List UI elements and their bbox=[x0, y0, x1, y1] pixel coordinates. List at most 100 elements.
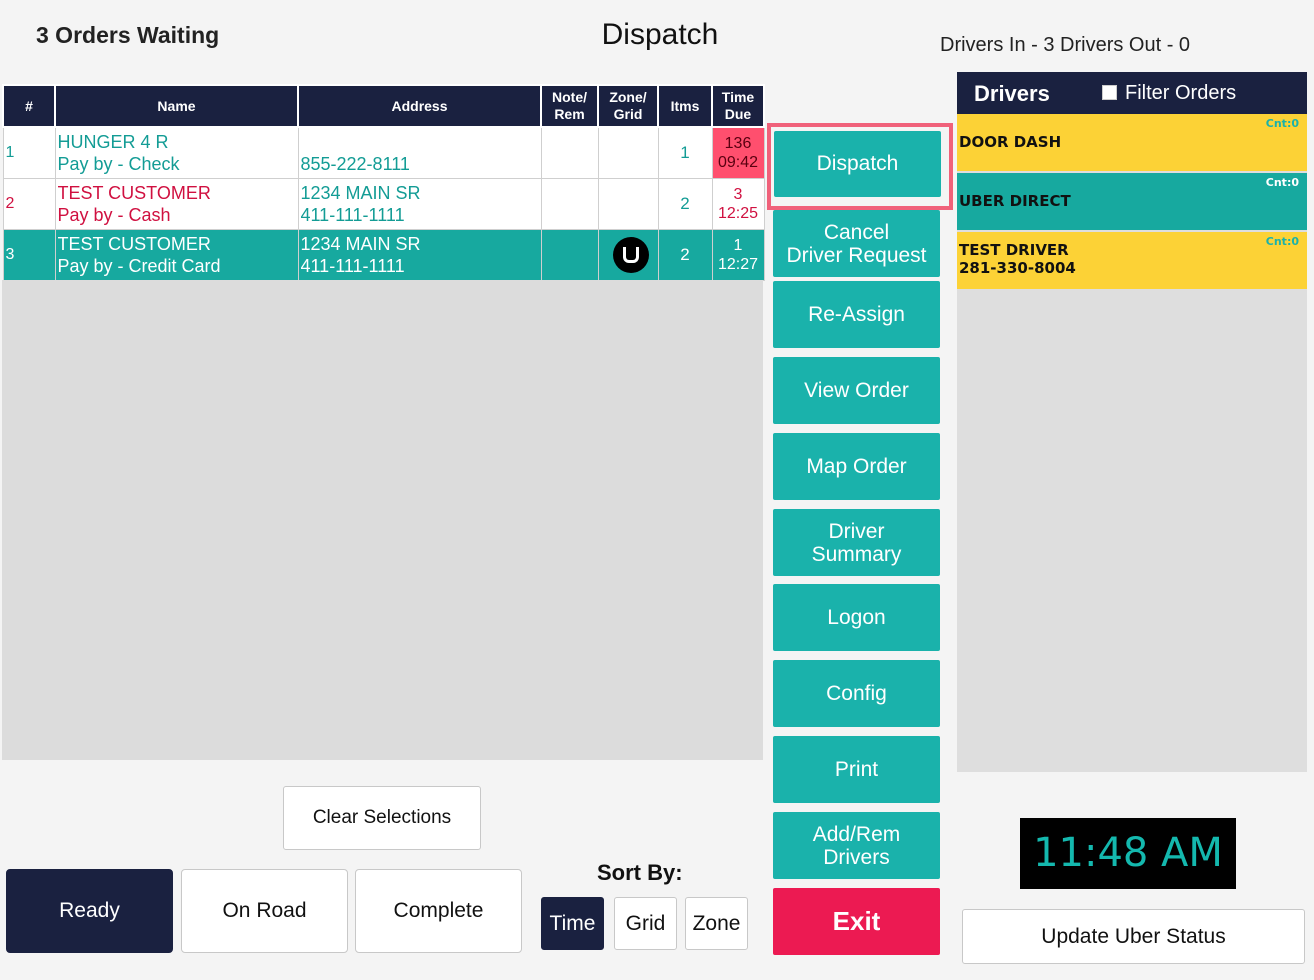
col-header-zone-l1: Zone/ bbox=[609, 89, 647, 105]
driver-name: DOOR DASH bbox=[959, 133, 1062, 151]
row-items: 2 bbox=[657, 177, 713, 230]
complete-button[interactable]: Complete bbox=[355, 869, 522, 953]
time-minutes: 3 bbox=[733, 185, 743, 203]
add-rem-drivers-button[interactable]: Add/Rem Drivers bbox=[773, 812, 940, 879]
driver-card-door-dash[interactable]: Cnt:0 DOOR DASH bbox=[957, 114, 1307, 171]
uber-icon bbox=[612, 236, 649, 273]
address: 1234 MAIN SR bbox=[300, 233, 421, 254]
driver-count: Cnt:0 bbox=[1265, 235, 1299, 248]
col-header-number[interactable]: # bbox=[2, 84, 56, 128]
sort-zone-button[interactable]: Zone bbox=[685, 897, 748, 950]
add-rem-l1: Add/Rem bbox=[812, 822, 901, 846]
col-header-time-l1: Time bbox=[721, 89, 755, 105]
row-zone bbox=[597, 126, 659, 179]
table-row[interactable]: 1 HUNGER 4 R Pay by - Check 855-222-8111 … bbox=[2, 126, 765, 179]
col-header-items[interactable]: Itms bbox=[657, 84, 713, 128]
driver-card-uber-direct[interactable]: Cnt:0 UBER DIRECT bbox=[957, 173, 1307, 230]
exit-button[interactable]: Exit bbox=[773, 888, 940, 955]
reassign-button[interactable]: Re-Assign bbox=[773, 281, 940, 348]
driver-name: TEST DRIVER bbox=[959, 241, 1069, 259]
cancel-label-l2: Driver Request bbox=[786, 243, 927, 267]
sort-by-label: Sort By: bbox=[597, 860, 683, 885]
phone: 411-111-1111 bbox=[300, 204, 405, 225]
driver-card-test-driver[interactable]: Cnt:0 TEST DRIVER 281-330-8004 bbox=[957, 232, 1307, 289]
customer-name: TEST CUSTOMER bbox=[57, 233, 211, 254]
dispatch-button-highlight: Dispatch bbox=[767, 123, 953, 210]
driver-phone: 281-330-8004 bbox=[959, 259, 1076, 277]
row-number: 3 bbox=[2, 228, 56, 281]
clear-selections-button[interactable]: Clear Selections bbox=[283, 786, 481, 850]
driver-name: UBER DIRECT bbox=[959, 192, 1071, 210]
row-time-due: 136 09:42 bbox=[711, 126, 765, 179]
row-zone bbox=[597, 228, 659, 281]
row-zone bbox=[597, 177, 659, 230]
row-note bbox=[540, 228, 599, 281]
col-header-note-l1: Note/ bbox=[552, 89, 587, 105]
time-minutes: 136 bbox=[724, 134, 752, 152]
add-rem-l2: Drivers bbox=[823, 845, 890, 869]
print-button[interactable]: Print bbox=[773, 736, 940, 803]
sort-time-button[interactable]: Time bbox=[541, 897, 604, 950]
config-button[interactable]: Config bbox=[773, 660, 940, 727]
table-row[interactable]: 2 TEST CUSTOMER Pay by - Cash 1234 MAIN S… bbox=[2, 177, 765, 230]
update-uber-status-button[interactable]: Update Uber Status bbox=[962, 909, 1305, 964]
filter-orders-checkbox[interactable] bbox=[1102, 85, 1117, 100]
drivers-count-label: Drivers In - 3 Drivers Out - 0 bbox=[940, 34, 1191, 56]
col-header-zone-l2: Grid bbox=[613, 106, 643, 122]
row-address-cell: 855-222-8111 bbox=[297, 126, 542, 179]
map-order-button[interactable]: Map Order bbox=[773, 433, 940, 500]
row-address-cell: 1234 MAIN SR 411-111-1111 bbox=[297, 228, 542, 281]
driver-summary-l2: Summary bbox=[811, 542, 902, 566]
row-number: 1 bbox=[2, 126, 56, 179]
drivers-title: Drivers bbox=[974, 81, 1050, 106]
driver-summary-button[interactable]: Driver Summary bbox=[773, 509, 940, 576]
time-clock: 12:27 bbox=[717, 255, 759, 273]
view-order-button[interactable]: View Order bbox=[773, 357, 940, 424]
row-name-cell: TEST CUSTOMER Pay by - Cash bbox=[54, 177, 299, 230]
col-header-zone[interactable]: Zone/Grid bbox=[597, 84, 659, 128]
payment-method: Pay by - Credit Card bbox=[57, 255, 221, 276]
col-header-note-l2: Rem bbox=[554, 106, 585, 122]
cancel-driver-request-button[interactable]: Cancel Driver Request bbox=[773, 210, 940, 277]
row-items: 2 bbox=[657, 228, 713, 281]
row-name-cell: TEST CUSTOMER Pay by - Credit Card bbox=[54, 228, 299, 281]
orders-table: # Name Address Note/Rem Zone/Grid Itms T… bbox=[2, 84, 765, 281]
on-road-button[interactable]: On Road bbox=[181, 869, 348, 953]
row-time-due: 1 12:27 bbox=[711, 228, 765, 281]
row-items: 1 bbox=[657, 126, 713, 179]
filter-orders-label[interactable]: Filter Orders bbox=[1125, 82, 1237, 104]
col-header-name[interactable]: Name bbox=[54, 84, 299, 128]
phone: 855-222-8111 bbox=[300, 153, 410, 174]
dispatch-button[interactable]: Dispatch bbox=[774, 131, 941, 197]
time-clock: 09:42 bbox=[717, 153, 759, 171]
sort-grid-button[interactable]: Grid bbox=[614, 897, 677, 950]
customer-name: HUNGER 4 R bbox=[57, 131, 169, 152]
page-title: Dispatch bbox=[601, 18, 719, 51]
driver-summary-l1: Driver bbox=[828, 519, 885, 543]
address bbox=[301, 131, 539, 153]
driver-count: Cnt:0 bbox=[1265, 117, 1299, 130]
payment-method: Pay by - Cash bbox=[57, 204, 171, 225]
ready-button[interactable]: Ready bbox=[6, 869, 173, 953]
col-header-address[interactable]: Address bbox=[297, 84, 542, 128]
row-note bbox=[540, 126, 599, 179]
drivers-panel: Drivers Filter Orders Cnt:0 DOOR DASH Cn… bbox=[957, 72, 1307, 772]
table-row-selected[interactable]: 3 TEST CUSTOMER Pay by - Credit Card 1234… bbox=[2, 228, 765, 281]
drivers-header: Drivers Filter Orders bbox=[957, 72, 1307, 114]
row-note bbox=[540, 177, 599, 230]
logon-button[interactable]: Logon bbox=[773, 584, 940, 651]
col-header-time[interactable]: Time Due bbox=[711, 84, 765, 128]
row-time-due: 3 12:25 bbox=[711, 177, 765, 230]
address: 1234 MAIN SR bbox=[300, 182, 421, 203]
col-header-time-l2: Due bbox=[724, 106, 752, 122]
customer-name: TEST CUSTOMER bbox=[57, 182, 211, 203]
table-header-row: # Name Address Note/Rem Zone/Grid Itms T… bbox=[2, 84, 765, 128]
orders-waiting-label: 3 Orders Waiting bbox=[36, 22, 220, 48]
driver-count: Cnt:0 bbox=[1265, 176, 1299, 189]
orders-list-empty-area bbox=[2, 280, 763, 760]
time-clock: 12:25 bbox=[717, 204, 759, 222]
row-number: 2 bbox=[2, 177, 56, 230]
col-header-note[interactable]: Note/Rem bbox=[540, 84, 599, 128]
time-minutes: 1 bbox=[733, 236, 743, 254]
payment-method: Pay by - Check bbox=[57, 153, 180, 174]
